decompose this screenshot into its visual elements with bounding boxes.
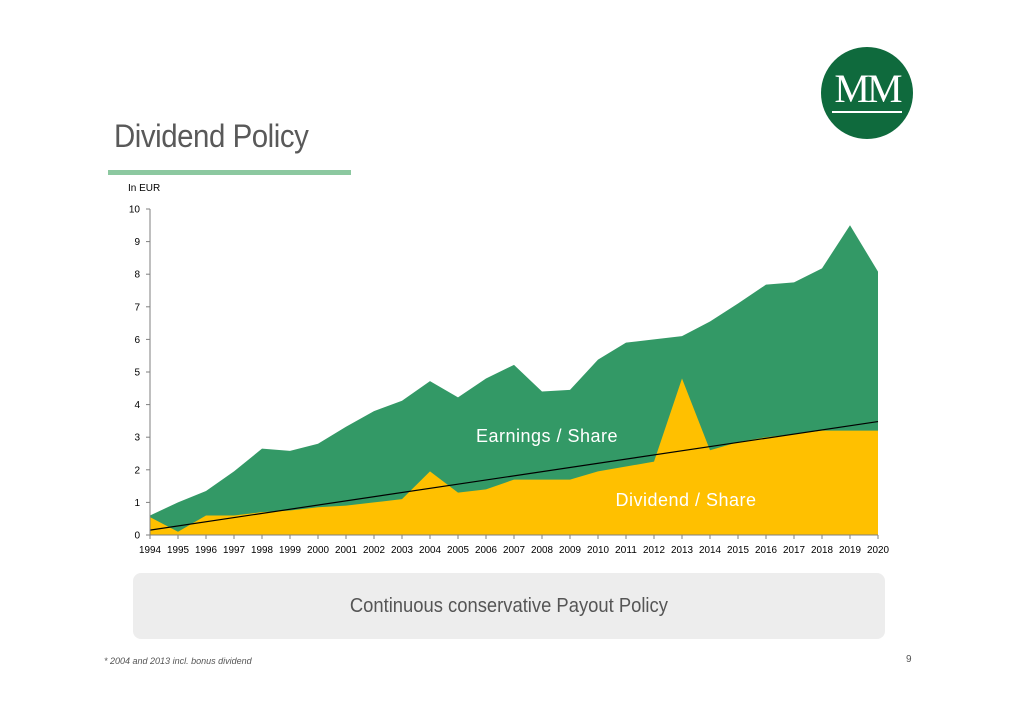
x-tick-label: 2010 (587, 545, 609, 556)
x-tick-label: 1997 (223, 545, 245, 556)
y-tick-label: 0 (134, 531, 140, 542)
page-title: Dividend Policy (114, 118, 309, 154)
x-tick-label: 2013 (671, 545, 693, 556)
series-area-dividend (150, 378, 878, 535)
x-tick-label: 2004 (419, 545, 441, 556)
y-tick-label: 9 (134, 237, 140, 248)
logo-rule (832, 111, 902, 113)
x-tick-label: 1998 (251, 545, 273, 556)
trendline (149, 420, 879, 531)
x-tick-label: 2011 (615, 545, 637, 556)
earnings-series-label: Earnings / Share (476, 426, 618, 446)
x-tick-label: 2017 (783, 545, 805, 556)
x-tick-label: 1999 (279, 545, 301, 556)
y-unit-label: In EUR (128, 183, 160, 194)
x-tick-label: 2003 (391, 545, 413, 556)
x-tick-label: 2012 (643, 545, 665, 556)
x-tick-label: 2005 (447, 545, 469, 556)
x-tick-label: 1994 (139, 545, 161, 556)
y-tick-label: 6 (134, 335, 140, 346)
title-underline (108, 170, 351, 175)
banner-text: Continuous conservative Payout Policy (349, 594, 669, 617)
x-tick-label: 2018 (811, 545, 833, 556)
payout-policy-banner: Continuous conservative Payout Policy (133, 573, 885, 639)
chart-root: 0 1 2 3 4 5 6 7 8 9 10 1994 1995 1996 1997 1998 1999 2000… (128, 183, 889, 556)
y-tick-label: 1 (134, 498, 140, 509)
y-tick-label: 5 (134, 368, 140, 379)
x-tick-label: 2008 (531, 545, 553, 556)
footnote: * 2004 and 2013 incl. bonus dividend (104, 656, 252, 666)
y-tick-label: 7 (134, 302, 140, 313)
x-tick-label: 2014 (699, 545, 721, 556)
x-tick-label: 2015 (727, 545, 749, 556)
x-tick-label: 1996 (195, 545, 217, 556)
y-tick-label: 2 (134, 465, 140, 476)
x-tick-label: 2002 (363, 545, 385, 556)
logo-text: MM (834, 66, 902, 111)
x-tick-label: 2019 (839, 545, 861, 556)
x-tick-label: 2006 (475, 545, 497, 556)
x-tick-label: 2009 (559, 545, 581, 556)
x-tick-label: 2007 (503, 545, 525, 556)
x-tick-label: 1995 (167, 545, 189, 556)
dividend-series-label: Dividend / Share (615, 490, 756, 510)
y-tick-label: 8 (134, 270, 140, 281)
y-tick-label: 3 (134, 433, 140, 444)
y-tick-label: 10 (129, 205, 141, 216)
page-number: 9 (906, 654, 912, 665)
x-tick-label: 2001 (335, 545, 357, 556)
x-tick-label: 2000 (307, 545, 329, 556)
mm-logo: MM (821, 47, 913, 139)
y-tick-label: 4 (134, 400, 140, 411)
x-tick-label: 2016 (755, 545, 777, 556)
x-tick-label: 2020 (867, 545, 889, 556)
